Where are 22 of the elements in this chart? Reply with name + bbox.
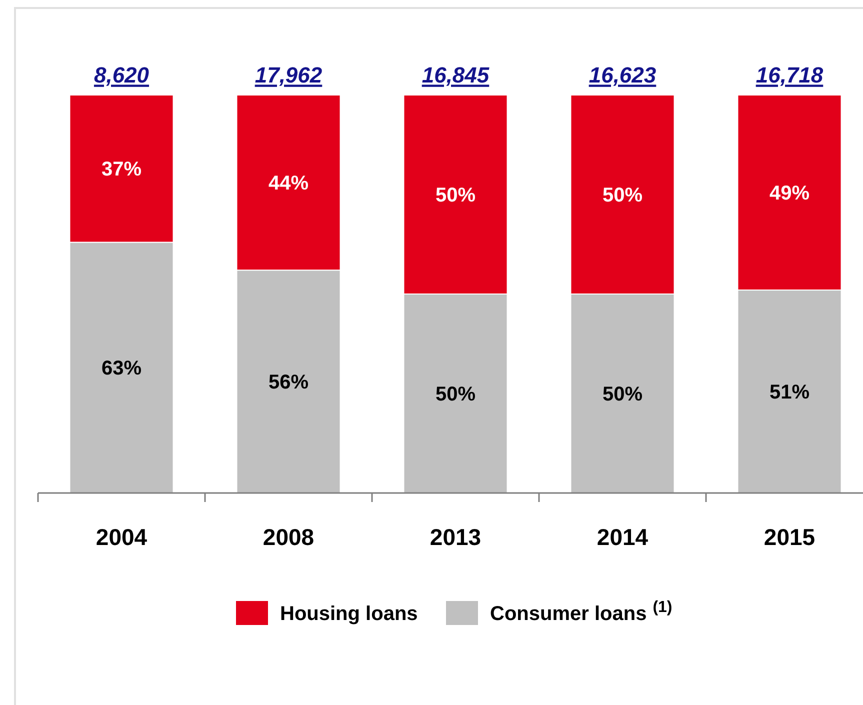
data-label: 49% <box>769 182 810 205</box>
data-label: 50% <box>435 384 476 406</box>
data-label: 50% <box>435 184 476 206</box>
data-label: 50% <box>602 384 643 406</box>
annotation: 16,845 <box>422 62 490 88</box>
data-label: 51% <box>769 382 810 404</box>
x-tick-label: 2004 <box>96 524 148 550</box>
x-tick-label: 2013 <box>430 524 482 550</box>
annotation: 17,962 <box>254 62 323 88</box>
annotation: 16,718 <box>756 62 824 88</box>
legend-label: Consumer loans$^{(1)}$ <box>490 598 672 625</box>
annotation: 8,620 <box>94 62 150 88</box>
x-tick-label: 2014 <box>596 524 648 550</box>
data-label: 44% <box>268 172 309 195</box>
annotation: 16,623 <box>588 62 656 88</box>
x-tick-label: 2015 <box>764 524 816 550</box>
data-label: 63% <box>101 358 142 380</box>
data-label: 37% <box>101 158 142 181</box>
legend-label: Housing loans <box>280 603 418 625</box>
data-label: 56% <box>268 372 309 394</box>
x-tick-label: 2008 <box>262 524 314 550</box>
data-label: 50% <box>602 184 643 206</box>
